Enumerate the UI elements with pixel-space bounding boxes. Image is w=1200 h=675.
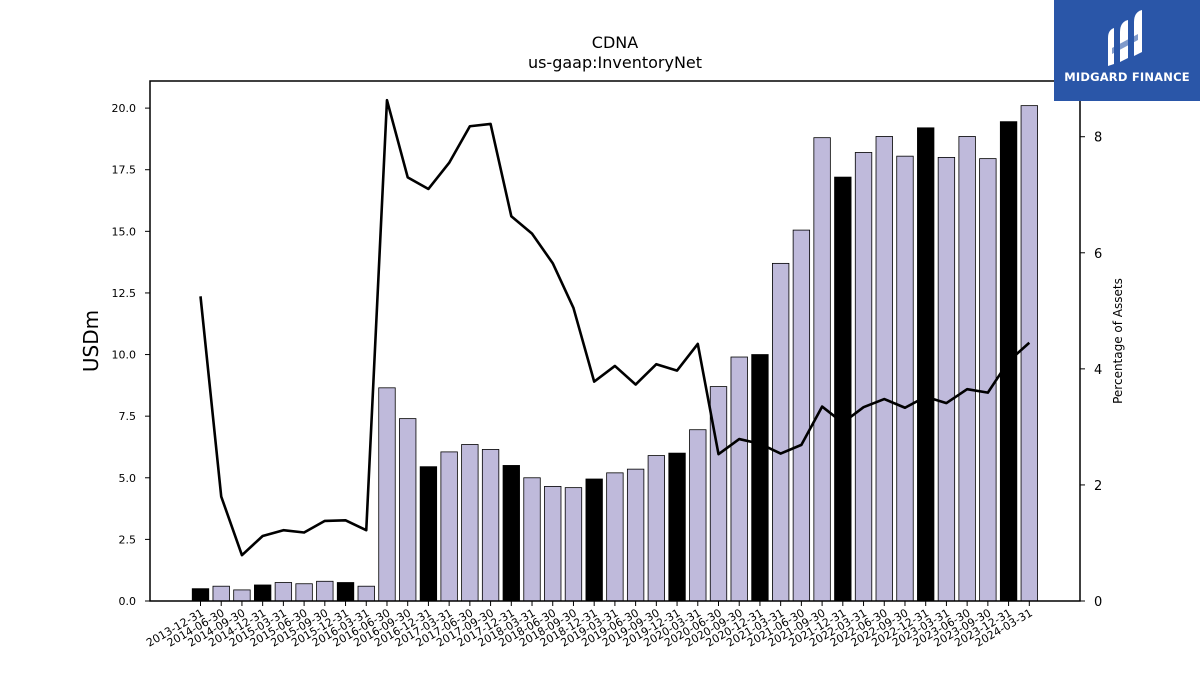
y2-axis-label: Percentage of Assets: [1111, 278, 1125, 404]
bar: [419, 466, 438, 602]
chart-subtitle: us-gaap:InventoryNet: [528, 53, 702, 72]
y-tick-label: 7.5: [119, 410, 137, 423]
bar: [792, 229, 811, 602]
y-axis-ticks: 0.0 2.5 5.0 7.5 10.0 12.5 15.0 17.5 20.0: [112, 102, 150, 608]
y2-tick-label: 8: [1094, 131, 1102, 146]
y-tick-label: 0.0: [119, 595, 137, 608]
bar: [440, 451, 458, 602]
bar: [378, 387, 396, 602]
y-tick-label: 2.5: [119, 533, 137, 546]
bar: [854, 152, 873, 602]
y2-tick-label: 6: [1094, 247, 1102, 262]
bar: [958, 136, 976, 602]
bar: [357, 585, 375, 602]
percentage-line: [199, 98, 1031, 557]
bar: [254, 584, 272, 602]
y2-axis-ticks: 0 2 4 6 8: [1080, 131, 1102, 610]
midgard-logo-icon: [1108, 10, 1142, 66]
bar: [274, 582, 293, 602]
y2-tick-label: 2: [1094, 479, 1102, 494]
bar: [585, 478, 603, 602]
bar: [233, 589, 251, 602]
bar: [564, 487, 583, 602]
brand-name: MIDGARD FINANCE: [1064, 70, 1190, 84]
bar: [502, 465, 520, 602]
y-tick-label: 12.5: [112, 287, 137, 300]
bar: [544, 485, 562, 602]
bar: [1020, 105, 1038, 602]
y2-tick-label: 0: [1094, 595, 1102, 610]
bar: [937, 156, 956, 602]
bar: [979, 158, 997, 602]
x-axis-ticks: 2013-12-312014-06-302014-09-302014-12-31…: [144, 601, 1035, 650]
bar: [316, 580, 334, 602]
bar: [606, 472, 624, 602]
brand-logo: MIDGARD FINANCE: [1054, 0, 1200, 101]
y-tick-label: 20.0: [112, 102, 137, 115]
y-tick-label: 17.5: [112, 164, 137, 177]
y2-tick-label: 4: [1094, 363, 1102, 378]
chart-title: CDNA: [592, 33, 638, 52]
y-axis-label: USDm: [79, 310, 103, 372]
bar: [813, 137, 831, 602]
bar: [875, 136, 893, 602]
bar: [917, 127, 935, 602]
bar: [212, 585, 230, 602]
bar: [647, 455, 665, 602]
bar: [668, 452, 686, 602]
bar: [461, 444, 479, 602]
bar: [481, 449, 500, 602]
bar: [834, 176, 852, 602]
bar: [751, 354, 769, 602]
bar: [399, 418, 417, 602]
bar-series: [191, 105, 1038, 602]
bar: [730, 356, 748, 602]
bar: [336, 582, 355, 602]
bar: [191, 588, 210, 602]
bar: [896, 155, 914, 602]
line-series: [199, 98, 1031, 557]
y-tick-label: 10.0: [112, 349, 137, 362]
bar: [523, 477, 541, 602]
bar: [295, 583, 313, 602]
bar: [689, 429, 707, 602]
bar: [772, 262, 790, 602]
y-tick-label: 5.0: [119, 472, 137, 485]
bar: [626, 468, 645, 602]
y-tick-label: 15.0: [112, 225, 137, 238]
